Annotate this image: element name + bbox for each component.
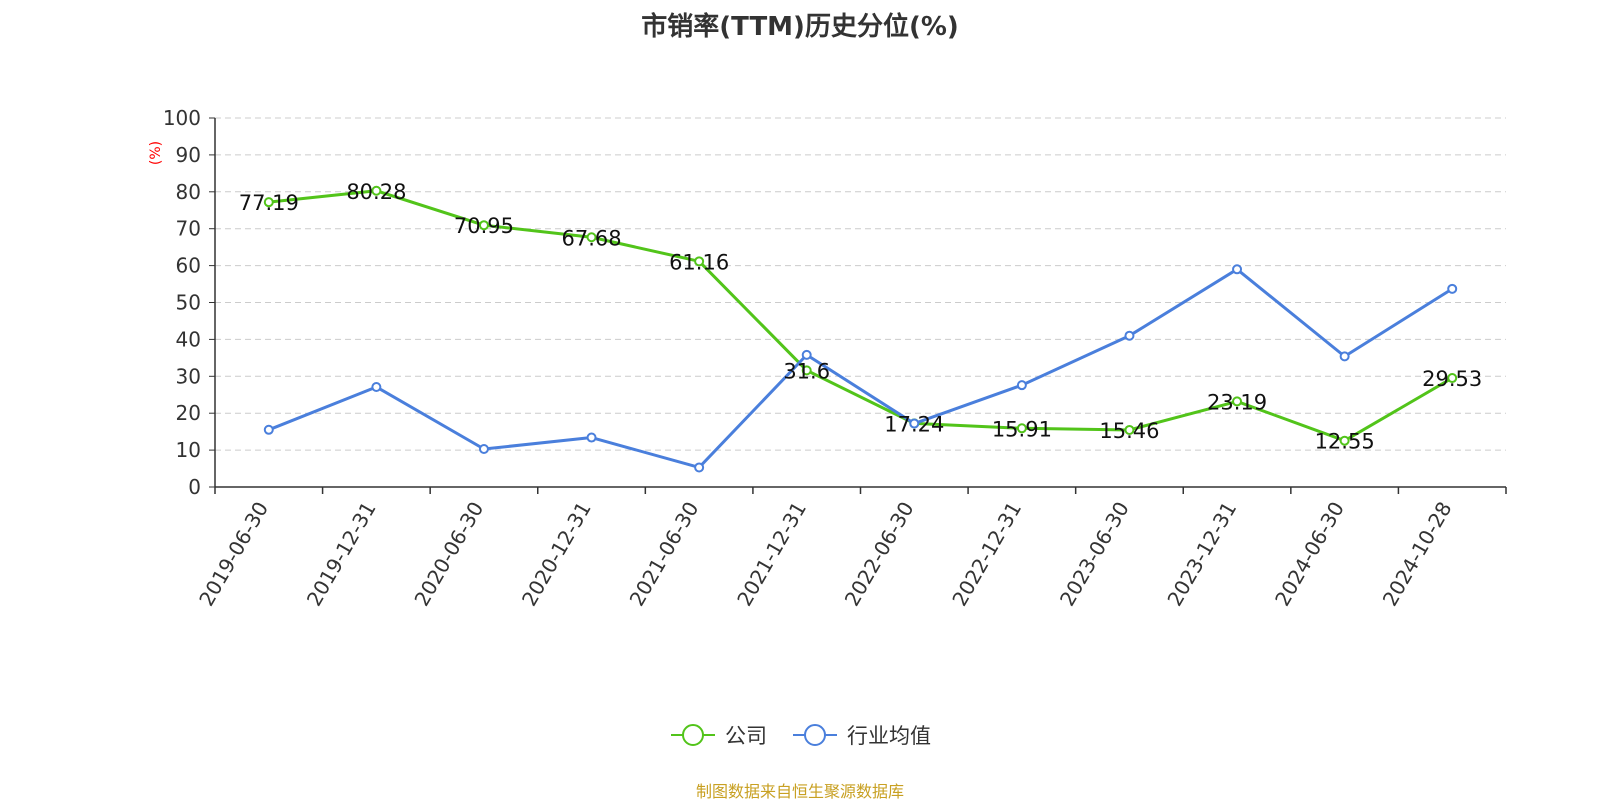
data-point [478,443,489,454]
legend-item[interactable]: 公司 [669,720,767,750]
y-tick-label: 30 [176,364,201,388]
data-point [1124,330,1135,341]
data-point [801,349,812,360]
data-label: 80.28 [346,180,406,204]
data-point [263,424,274,435]
legend: 公司 行业均值 [0,720,1600,750]
x-tick-label: 2024-10-28 [1378,498,1457,611]
data-point [1232,264,1243,275]
data-label: 17.24 [884,412,944,436]
y-tick-label: 60 [176,254,201,278]
series-line-0 [268,189,1453,443]
x-tick-label: 2020-12-31 [517,498,596,611]
x-tick-label: 2022-12-31 [947,498,1026,611]
data-label: 23.19 [1207,390,1267,414]
data-point [478,220,489,231]
data-point [694,256,705,267]
data-label: 67.68 [561,226,621,250]
y-tick-label: 0 [188,475,201,499]
source-note: 制图数据来自恒生聚源数据库 [695,782,904,801]
chart-title: 市销率(TTM)历史分位(%) [641,12,959,42]
data-label: 77.19 [239,191,299,215]
data-point [1447,373,1458,384]
x-tick-label: 2021-06-30 [625,498,704,611]
y-tick-label: 80 [176,180,201,204]
data-point [371,185,382,196]
data-point [1339,435,1350,446]
data-point [586,432,597,443]
x-tick-label: 2023-06-30 [1055,498,1134,611]
data-point [263,197,274,208]
x-tick-label: 2022-06-30 [840,498,919,611]
x-tick-label: 2021-12-31 [732,498,811,611]
data-label: 31.6 [783,359,830,383]
data-point [1016,380,1027,391]
data-point [1124,424,1135,435]
data-label: 15.91 [992,417,1052,441]
grid-lines [215,117,1506,451]
series-line-1 [268,267,1454,469]
data-point [1339,351,1350,362]
data-point [909,418,920,429]
x-tick-label: 2020-06-30 [409,498,488,611]
y-tick-label: 40 [176,327,201,351]
data-label: 70.95 [454,214,514,238]
data-point [801,365,812,376]
series-layer [263,185,1458,473]
x-tick-label: 2024-06-30 [1270,498,1349,611]
data-point [694,462,705,473]
y-axis-label: (%) [148,141,164,165]
legend-marker-icon [671,724,715,746]
y-tick-label: 20 [176,401,201,425]
y-tick-label: 70 [176,217,201,241]
data-label: 61.16 [669,250,729,274]
y-tick-label: 10 [176,438,201,462]
legend-label: 行业均值 [847,724,931,748]
legend-marker-icon [793,724,837,746]
data-label: 12.55 [1315,430,1375,454]
data-point [1447,283,1458,294]
x-tick-label: 2019-06-30 [194,498,273,611]
y-tick-label: 100 [163,106,201,130]
legend-item[interactable]: 行业均值 [791,720,931,750]
data-point [586,232,597,243]
data-point [1016,423,1027,434]
data-point [1232,396,1243,407]
data-label: 29.53 [1422,367,1482,391]
x-tick-label: 2019-12-31 [302,498,381,611]
y-tick-label: 90 [176,143,201,167]
data-labels-layer: 77.19 80.28 70.95 67.68 61.16 31.6 17.24 15.91 1… [239,180,1483,454]
data-label: 15.46 [1099,419,1159,443]
legend-label: 公司 [725,724,767,748]
y-tick-label: 50 [176,291,201,315]
x-tick-label: 2023-12-31 [1162,498,1241,611]
data-point [371,382,382,393]
